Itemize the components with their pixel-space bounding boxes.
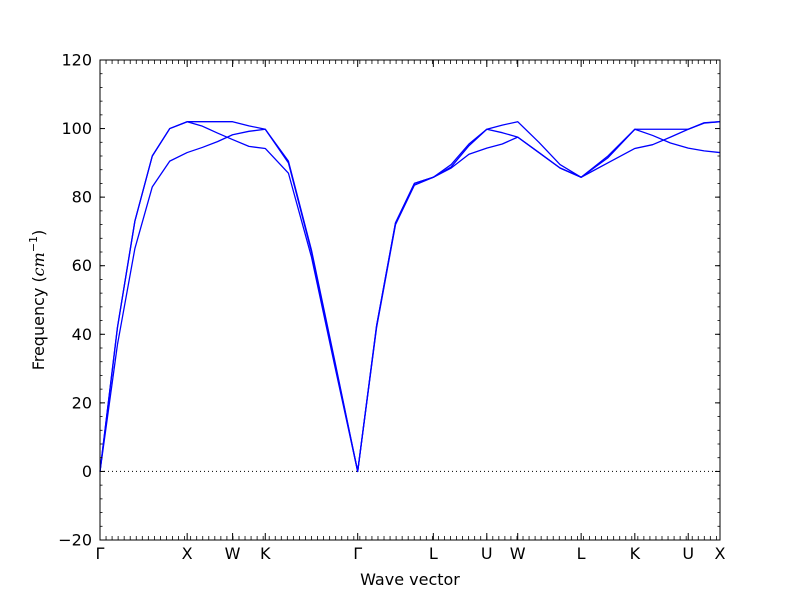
y-tick-label: 40 [72, 325, 92, 344]
phonon-branch-1 [99, 121, 721, 473]
plot-frame [99, 59, 721, 541]
y-axis-label-close: ) [29, 230, 48, 236]
x-tick-label-u: U [682, 544, 694, 563]
y-tick-label: 0 [82, 462, 92, 481]
x-tick-label-k: K [630, 544, 641, 563]
x-tick-label-l: L [429, 544, 438, 563]
y-tick-label: 100 [61, 119, 92, 138]
x-tick-label-x: X [182, 544, 193, 563]
y-axis-label-text: Frequency ( [29, 276, 48, 370]
ticks-layer [99, 59, 721, 541]
phonon-branch-2 [99, 121, 721, 473]
y-axis-label-exponent: −1 [27, 236, 40, 252]
y-tick-label: 20 [72, 393, 92, 412]
x-tick-label-k: K [260, 544, 271, 563]
x-axis-label: Wave vector [360, 570, 460, 589]
series-layer [99, 121, 721, 473]
phonon-branch-3 [99, 121, 721, 473]
x-tick-label-w: W [510, 544, 526, 563]
x-tick-label-u: U [481, 544, 493, 563]
y-tick-label: 60 [72, 256, 92, 275]
y-tick-label: 80 [72, 188, 92, 207]
y-tick-label: −20 [58, 531, 92, 550]
x-tick-label-gamma: Γ [353, 544, 362, 563]
x-tick-label-gamma: Γ [96, 544, 105, 563]
x-tick-label-x: X [715, 544, 726, 563]
x-tick-label-w: W [225, 544, 241, 563]
y-axis-label: Frequency (cm−1) [27, 230, 48, 371]
x-tick-label-l: L [577, 544, 586, 563]
y-axis-label-unit: cm [29, 252, 48, 276]
y-tick-label: 120 [61, 51, 92, 70]
